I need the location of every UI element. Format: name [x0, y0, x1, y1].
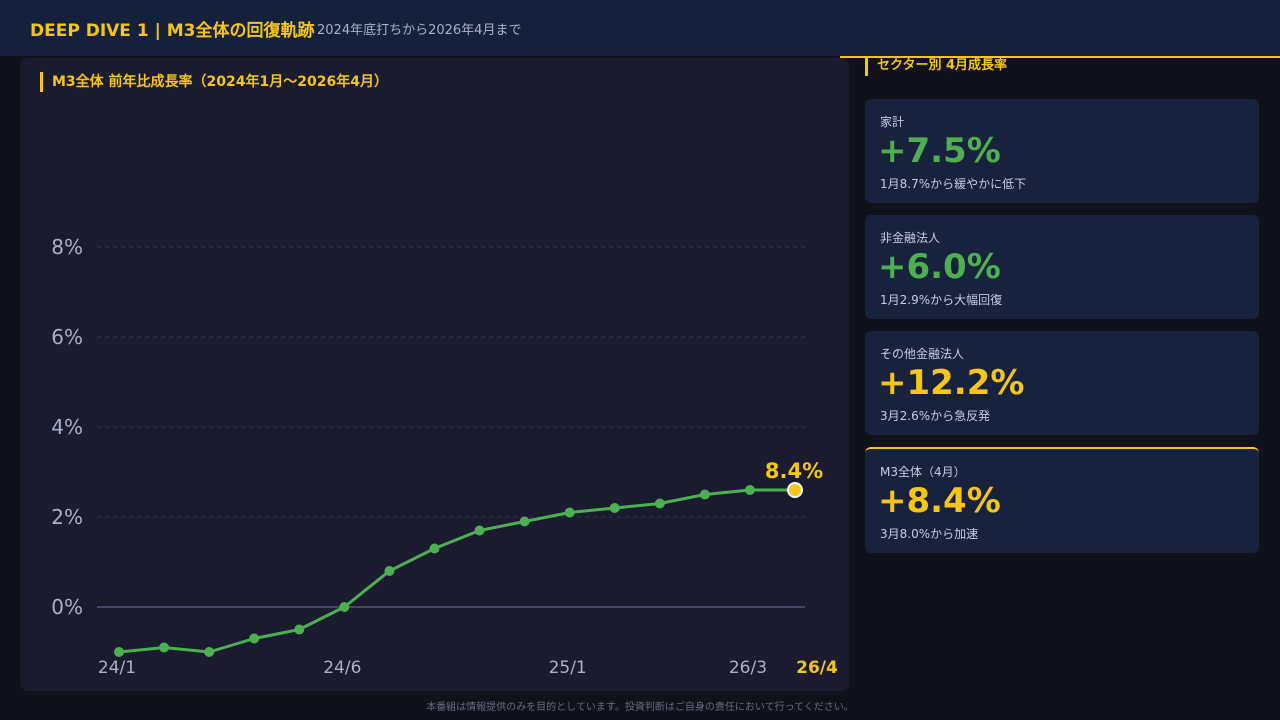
- y-tick-label: 2%: [51, 505, 83, 529]
- header-title: DEEP DIVE 1 | M3全体の回復軌跡: [30, 21, 315, 41]
- x-tick-label: 24/6: [323, 658, 361, 678]
- point: [474, 525, 485, 536]
- y-tick-label: 8%: [51, 235, 83, 259]
- point: [654, 498, 665, 509]
- point: [204, 647, 215, 657]
- point: [294, 624, 305, 635]
- y-tick-label: 6%: [51, 325, 83, 349]
- card-note: 3月2.6%から急反発: [880, 409, 991, 423]
- card-value: +12.2%: [878, 363, 1025, 403]
- sidebar-title: セクター別 4月成長率: [865, 56, 1007, 76]
- line: [118, 488, 795, 654]
- sector-card: 家計 +7.5% 1月8.7%から緩やかに低下: [865, 99, 1259, 203]
- card-note: 3月8.0%から加速: [880, 527, 979, 541]
- point: [609, 503, 620, 513]
- disclaimer: 本番組は情報提供のみを目的としています。投資判断はご自身の責任において行ってくだ…: [426, 702, 854, 713]
- point: [787, 482, 803, 498]
- point: [249, 633, 260, 644]
- x-tick-label: 24/1: [98, 658, 136, 678]
- point: [114, 647, 124, 657]
- card-value: +8.4%: [878, 481, 1001, 521]
- point: [429, 543, 440, 554]
- card-label: M3全体（4月）: [880, 465, 966, 479]
- chart-title: M3全体 前年比成長率（2024年1月〜2026年4月）: [40, 72, 388, 92]
- point: [564, 507, 575, 518]
- y-tick-label: 4%: [51, 415, 83, 439]
- sector-card: その他金融法人 +12.2% 3月2.6%から急反発: [865, 331, 1259, 435]
- card-label: その他金融法人: [880, 347, 965, 361]
- point: [384, 566, 395, 576]
- sector-card: 非金融法人 +6.0% 1月2.9%から大幅回復: [865, 215, 1259, 319]
- card-note: 1月2.9%から大幅回復: [880, 293, 1003, 307]
- x-tick-label: 26/4: [796, 658, 838, 678]
- y-tick-label: 0%: [51, 595, 83, 619]
- annotation: 8.4%: [765, 459, 823, 483]
- sector-card: M3全体（4月） +8.4% 3月8.0%から加速: [865, 447, 1259, 553]
- chart-panel: [20, 58, 849, 691]
- header-subtitle: 2024年底打ちから2026年4月まで: [317, 23, 522, 38]
- point: [339, 602, 350, 612]
- accent-line: [840, 56, 1280, 58]
- point: [519, 516, 530, 527]
- card-value: +7.5%: [878, 131, 1001, 171]
- card-label: 家計: [880, 115, 905, 129]
- point: [159, 642, 170, 653]
- card-note: 1月8.7%から緩やかに低下: [880, 177, 1027, 191]
- point: [744, 485, 755, 495]
- x-tick-label: 25/1: [549, 658, 587, 678]
- chart: 0% 2% 4% 6% 8% 24/1 24/6 25/1 26/3 26/4 8.4%: [51, 235, 838, 678]
- card-value: +6.0%: [878, 247, 1001, 287]
- card-label: 非金融法人: [880, 231, 941, 245]
- x-tick-label: 26/3: [729, 658, 767, 678]
- header: DEEP DIVE 1 | M3全体の回復軌跡 2024年底打ちから2026年4…: [0, 0, 1280, 56]
- point: [699, 489, 710, 500]
